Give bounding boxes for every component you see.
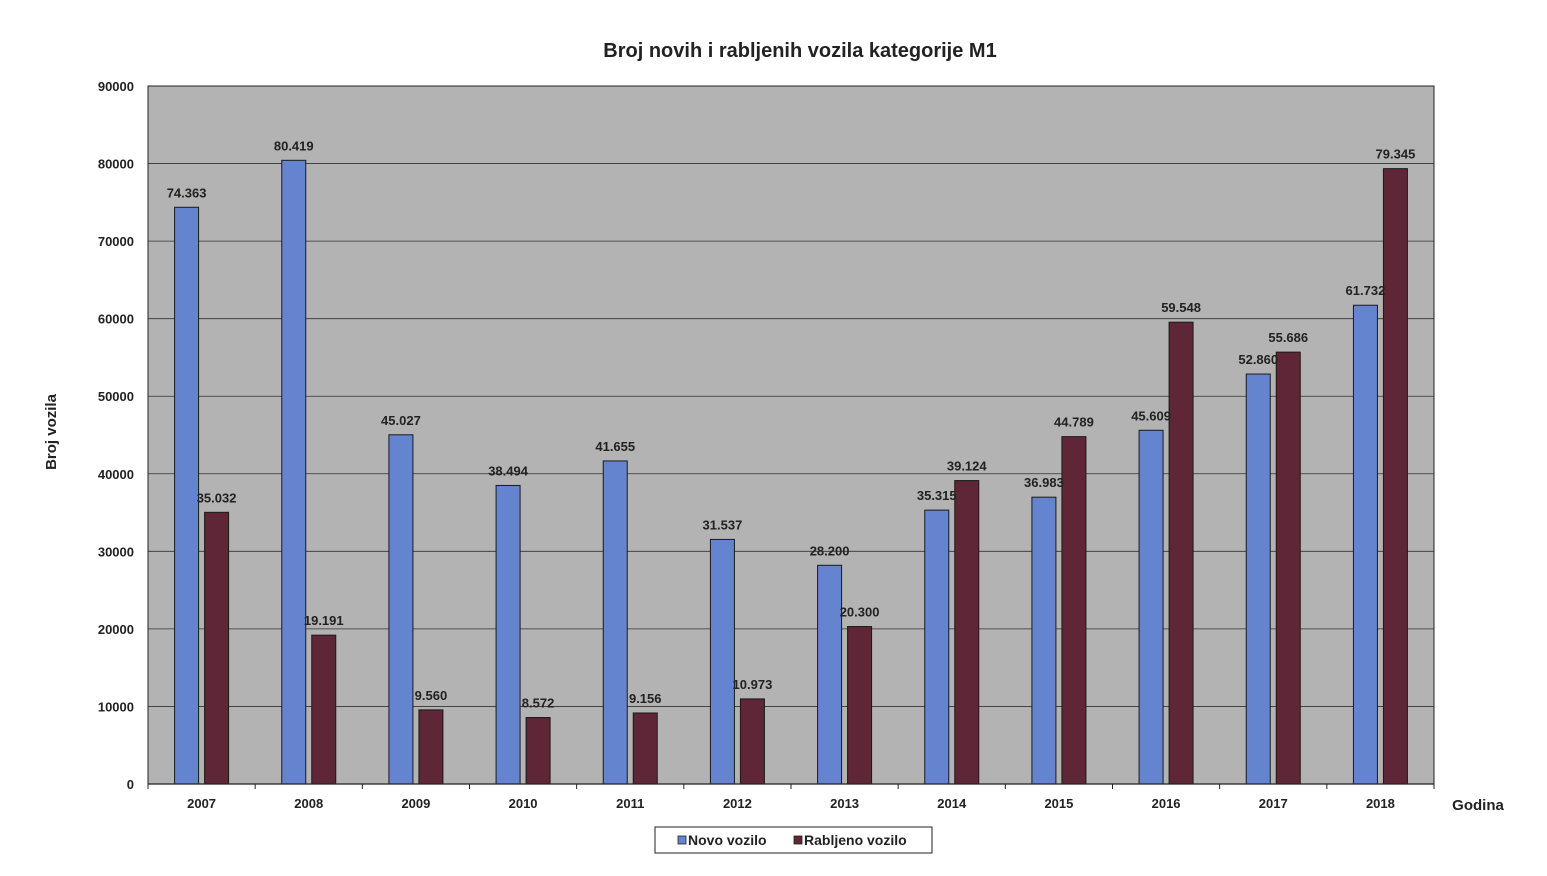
x-tick-label: 2018 — [1366, 796, 1395, 811]
bar-rabljeno-vozilo — [204, 511, 230, 785]
data-label: 74.363 — [167, 185, 207, 200]
data-label: 31.537 — [703, 517, 743, 532]
y-tick-label: 0 — [127, 777, 134, 792]
bar-novo-vozilo — [1138, 429, 1164, 785]
grid-lines — [148, 163, 1434, 707]
data-label: 20.300 — [840, 605, 880, 620]
x-axis-ticks: 2007 2008 2009 2010 2011 2012 2013 2014 2015 2016… — [147, 784, 1435, 811]
x-tick-label: 2007 — [187, 796, 216, 811]
y-tick-label: 80000 — [98, 157, 134, 172]
x-tick-label: 2015 — [1044, 796, 1073, 811]
y-tick-label: 50000 — [98, 389, 134, 404]
data-label: 8.572 — [522, 696, 555, 711]
data-label: 35.032 — [197, 490, 237, 505]
bar-novo-vozilo — [281, 159, 307, 785]
bar-novo-vozilo — [1031, 496, 1057, 785]
data-label: 19.191 — [304, 613, 344, 628]
data-label: 41.655 — [595, 439, 635, 454]
x-tick-label: 2011 — [616, 796, 644, 811]
y-tick-label: 10000 — [98, 699, 134, 714]
y-axis-label: Broj vozila — [43, 393, 60, 470]
bar-novo-vozilo — [388, 434, 414, 785]
y-tick-label: 70000 — [98, 234, 134, 249]
y-tick-label: 30000 — [98, 544, 134, 559]
legend: Novo vozilo Rabljeno vozilo — [654, 826, 933, 854]
bar-novo-vozilo — [602, 460, 628, 785]
x-tick-label: 2010 — [509, 796, 538, 811]
bar-rabljeno-vozilo — [525, 717, 551, 785]
bar-rabljeno-vozilo — [739, 698, 765, 785]
bar-novo-vozilo — [817, 564, 843, 785]
bar-rabljeno-vozilo — [1168, 321, 1194, 785]
y-tick-label: 20000 — [98, 622, 134, 637]
data-label: 45.027 — [381, 413, 421, 428]
x-tick-label: 2008 — [294, 796, 323, 811]
bar-novo-vozilo — [174, 206, 200, 785]
data-label: 36.983 — [1024, 475, 1064, 490]
y-tick-label: 40000 — [98, 467, 134, 482]
bar-rabljeno-vozilo — [954, 480, 980, 785]
data-label: 59.548 — [1161, 300, 1201, 315]
data-label: 44.789 — [1054, 415, 1094, 430]
data-label: 39.124 — [947, 459, 988, 474]
bar-novo-vozilo — [709, 538, 735, 785]
chart-title: Broj novih i rabljenih vozila kategorije… — [603, 40, 996, 62]
data-label: 10.973 — [733, 677, 773, 692]
data-label: 9.560 — [415, 688, 448, 703]
legend-box — [654, 826, 933, 854]
data-label: 28.200 — [810, 543, 850, 558]
y-axis-ticks: 0 10000 20000 30000 40000 50000 60000 70000 8000… — [98, 79, 134, 792]
data-label: 52.860 — [1238, 352, 1278, 367]
y-tick-label: 60000 — [98, 312, 134, 327]
bar-novo-vozilo — [1352, 304, 1378, 785]
bar-rabljeno-vozilo — [1061, 436, 1087, 785]
data-label: 35.315 — [917, 488, 957, 503]
bar-rabljeno-vozilo — [632, 712, 658, 785]
legend-label-rabljeno: Rabljeno vozilo — [804, 832, 907, 848]
x-tick-label: 2016 — [1152, 796, 1181, 811]
x-tick-label: 2013 — [830, 796, 859, 811]
x-axis-label: Godina — [1452, 797, 1504, 814]
bar-rabljeno-vozilo — [1275, 351, 1301, 785]
legend-swatch-novo — [677, 835, 687, 845]
data-label: 9.156 — [629, 691, 662, 706]
data-labels: 74.363 35.032 80.419 19.191 45.027 9.560 38.49… — [167, 138, 1416, 710]
x-tick-label: 2009 — [401, 796, 430, 811]
legend-label-novo: Novo vozilo — [688, 832, 767, 848]
bars — [174, 159, 1408, 785]
bar-novo-vozilo — [495, 484, 521, 785]
bar-novo-vozilo — [1245, 373, 1271, 785]
data-label: 45.609 — [1131, 408, 1171, 423]
data-label: 38.494 — [488, 463, 529, 478]
x-tick-label: 2014 — [937, 796, 967, 811]
data-label: 61.732 — [1346, 283, 1386, 298]
data-label: 55.686 — [1268, 330, 1308, 345]
data-label: 80.419 — [274, 138, 314, 153]
bar-rabljeno-vozilo — [1382, 168, 1408, 785]
legend-swatch-rabljeno — [793, 835, 803, 845]
bar-rabljeno-vozilo — [418, 709, 444, 785]
plot-area — [147, 85, 1435, 785]
x-tick-label: 2017 — [1259, 796, 1288, 811]
data-label: 79.345 — [1376, 147, 1416, 162]
bar-rabljeno-vozilo — [311, 634, 337, 785]
bar-novo-vozilo — [924, 509, 950, 785]
x-tick-label: 2012 — [723, 796, 752, 811]
bar-rabljeno-vozilo — [847, 626, 873, 785]
y-tick-label: 90000 — [98, 79, 134, 94]
